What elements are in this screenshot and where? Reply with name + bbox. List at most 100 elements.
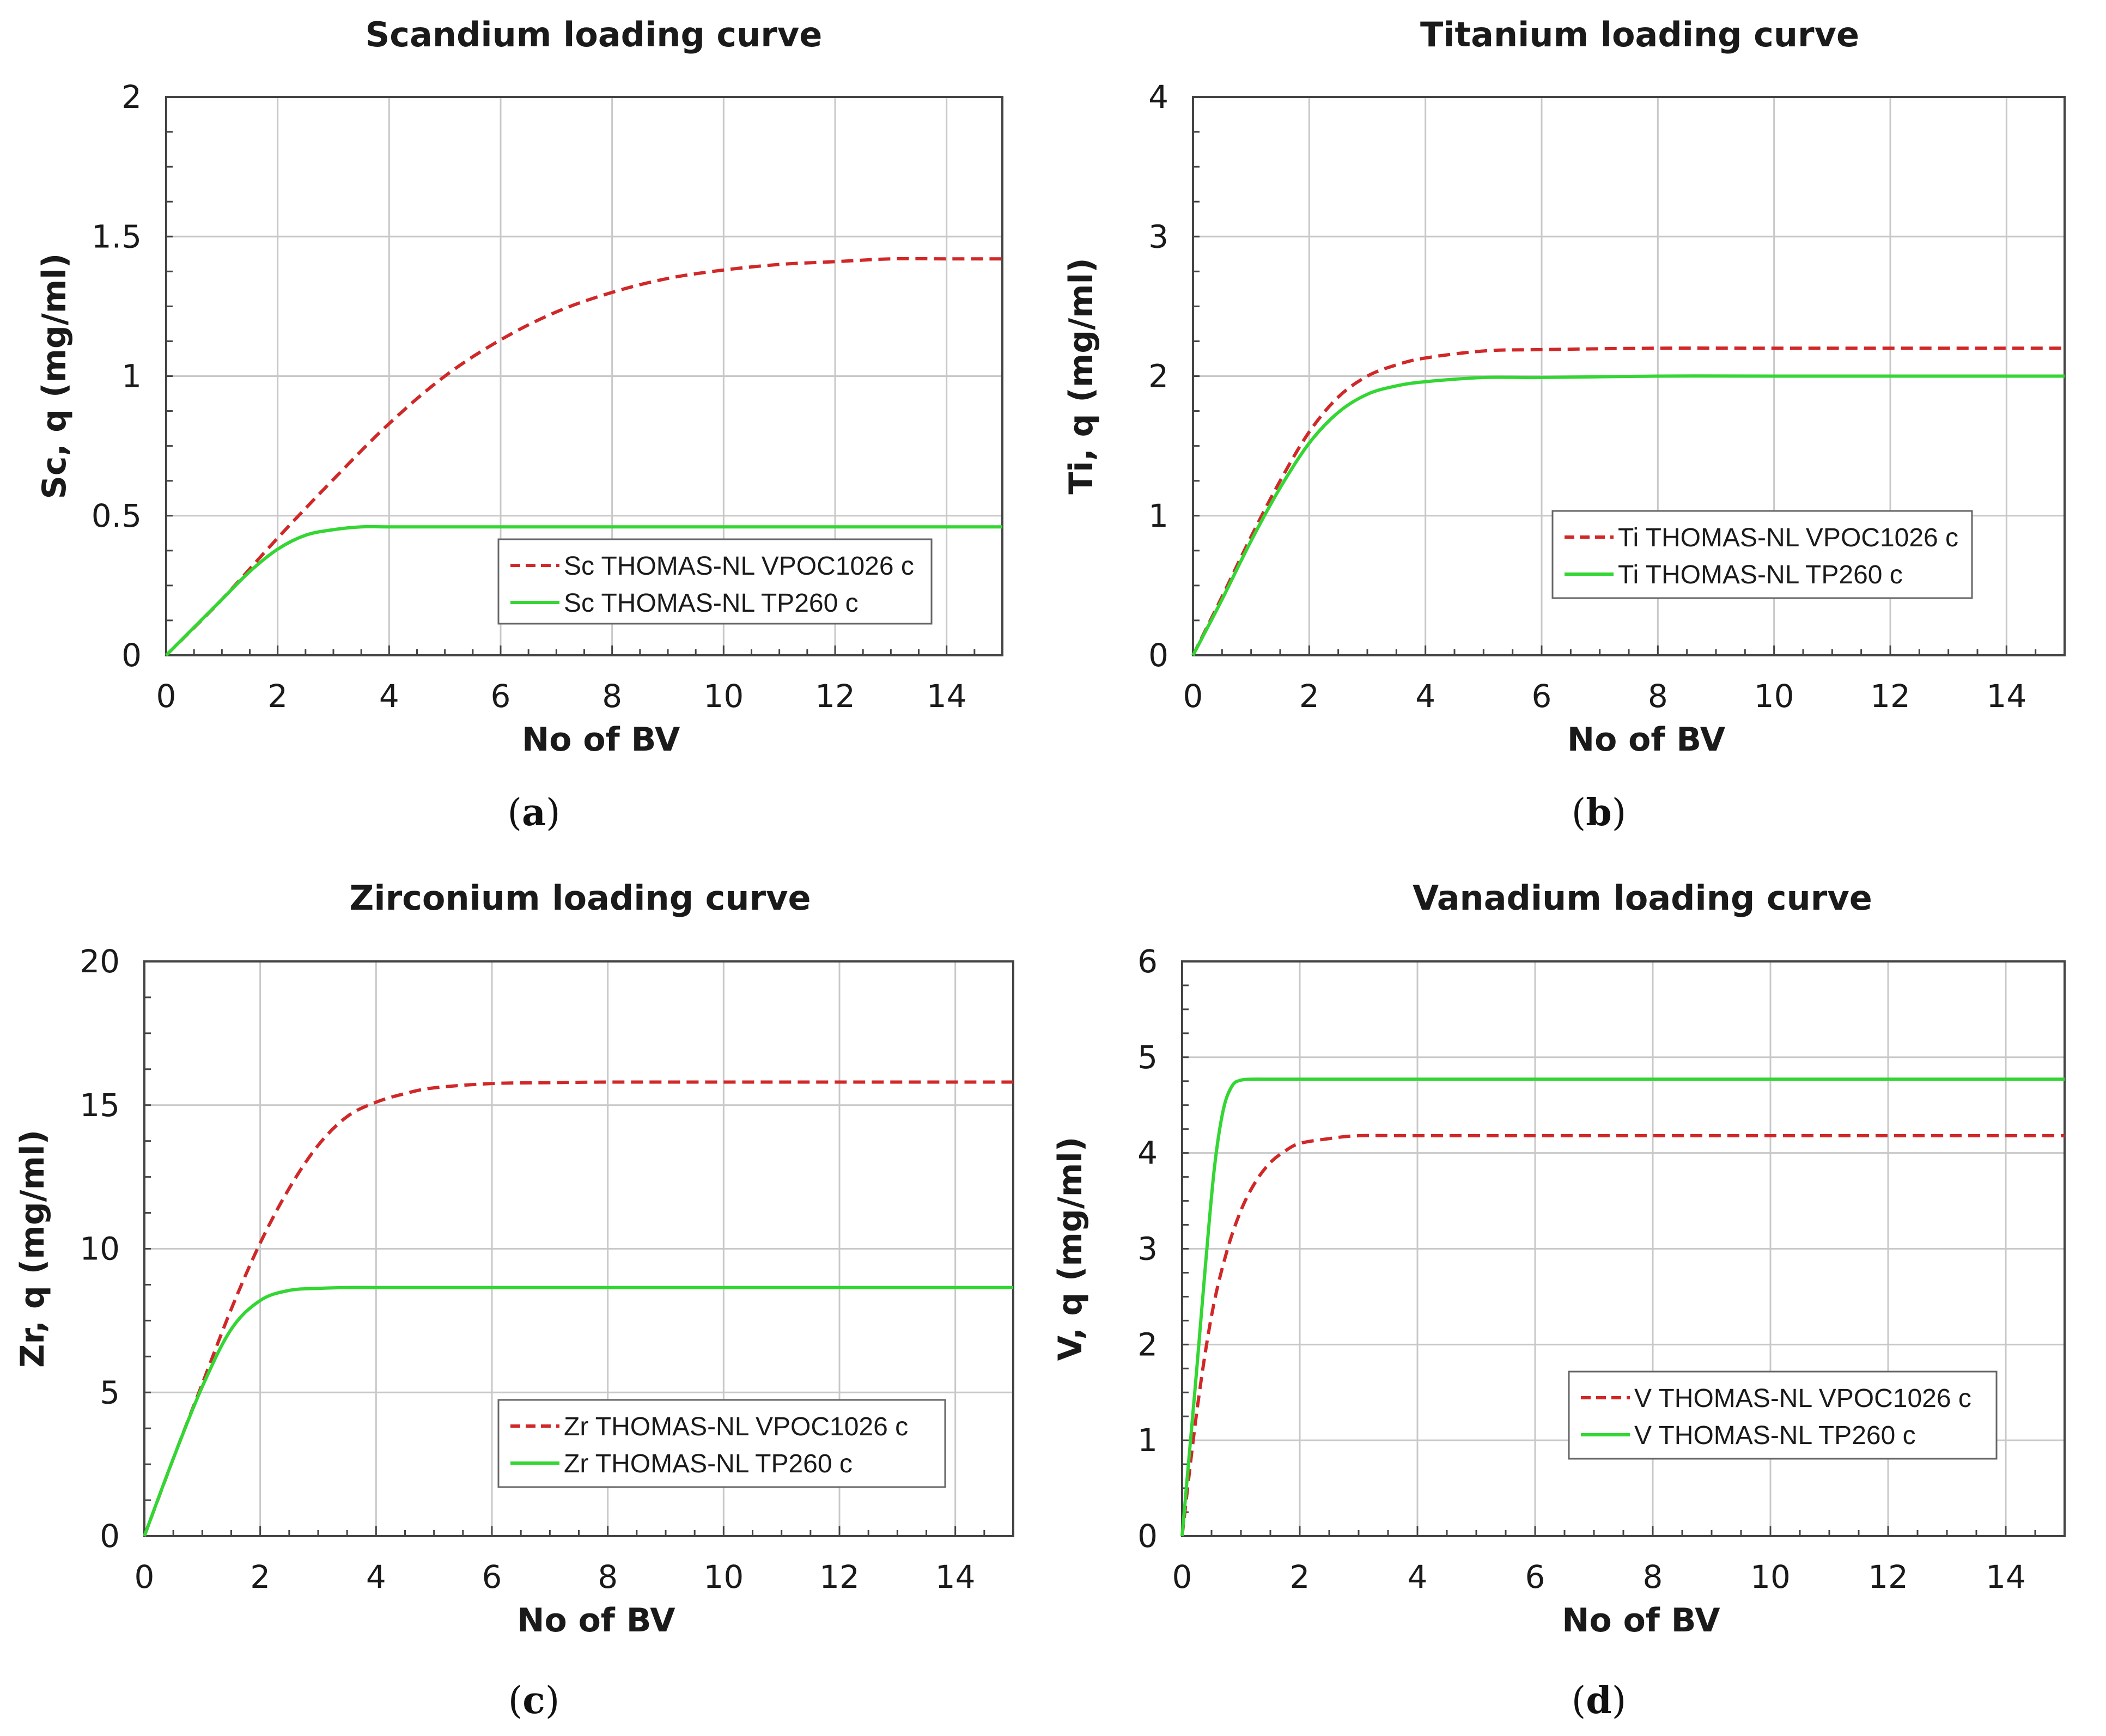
x-tick-label: 14 — [935, 1558, 976, 1595]
x-tick-label: 6 — [1532, 678, 1552, 715]
legend: Zr THOMAS-NL VPOC1026 c Zr THOMAS-NL TP26… — [497, 1399, 946, 1488]
chart-title: Scandium loading curve — [366, 15, 823, 54]
x-axis-label: No of BV — [1562, 1601, 1720, 1640]
caption-paren-open: ( — [1572, 1679, 1586, 1722]
x-axis-label: No of BV — [1567, 721, 1726, 759]
x-tick-label: 2 — [250, 1558, 270, 1595]
caption-paren-close: ) — [1612, 1679, 1627, 1722]
y-tick-label: 1 — [121, 358, 142, 395]
caption-paren-close: ) — [546, 791, 561, 835]
legend: V THOMAS-NL VPOC1026 c V THOMAS-NL TP260 … — [1568, 1370, 1998, 1460]
y-axis-label: Ti, q (mg/ml) — [1062, 258, 1100, 494]
y-axis-label: V, q (mg/ml) — [1051, 1137, 1089, 1361]
chart-title: Zirconium loading curve — [349, 878, 811, 918]
caption-paren-close: ) — [545, 1679, 560, 1722]
x-tick-label: 4 — [1408, 1558, 1428, 1595]
legend: Sc THOMAS-NL VPOC1026 c Sc THOMAS-NL TP26… — [497, 538, 933, 625]
x-tick-label: 14 — [1986, 1558, 2026, 1595]
series-line-vpoc1026 — [143, 1080, 1013, 1537]
series-line-tp260 — [165, 525, 1002, 657]
x-axis-label: No of BV — [522, 721, 680, 759]
chart-title: Vanadium loading curve — [1413, 878, 1872, 918]
x-tick-label: 6 — [482, 1558, 502, 1595]
y-tick-label: 0 — [121, 637, 142, 674]
caption-label: b — [1586, 791, 1612, 835]
caption-label: c — [522, 1679, 545, 1722]
x-tick-label: 12 — [819, 1558, 860, 1595]
caption-paren-open: ( — [507, 791, 522, 835]
y-tick-label: 15 — [80, 1087, 120, 1124]
x-tick-label: 14 — [1986, 678, 2026, 715]
y-tick-label: 0 — [1137, 1518, 1158, 1555]
y-tick-label: 5 — [1137, 1039, 1158, 1076]
legend-entry-label: Sc THOMAS-NL VPOC1026 c — [564, 552, 914, 581]
legend-entry-label: Zr THOMAS-NL VPOC1026 c — [564, 1412, 908, 1441]
caption-paren-close: ) — [1612, 791, 1627, 835]
y-tick-label: 1 — [1137, 1422, 1158, 1459]
y-tick-label: 3 — [1137, 1231, 1158, 1268]
y-tick-label: 0.5 — [92, 497, 142, 534]
y-tick-label: 1.5 — [92, 218, 142, 255]
x-tick-label: 0 — [135, 1558, 155, 1595]
x-tick-label: 12 — [1868, 1558, 1908, 1595]
y-tick-label: 2 — [1137, 1326, 1158, 1363]
caption-paren-open: ( — [1572, 791, 1586, 835]
x-tick-label: 14 — [927, 678, 967, 715]
legend: Ti THOMAS-NL VPOC1026 c Ti THOMAS-NL TP26… — [1551, 510, 1973, 599]
x-tick-label: 2 — [1290, 1558, 1310, 1595]
panel-caption: (c) — [508, 1679, 559, 1722]
series-line-tp260 — [143, 1286, 1013, 1537]
x-tick-label: 4 — [1415, 678, 1435, 715]
y-tick-label: 10 — [80, 1231, 120, 1268]
x-tick-label: 4 — [366, 1558, 386, 1595]
x-tick-label: 10 — [703, 1558, 744, 1595]
y-tick-label: 6 — [1137, 943, 1158, 980]
x-axis-label: No of BV — [517, 1601, 675, 1640]
panel-caption: (d) — [1572, 1679, 1627, 1722]
y-tick-label: 0 — [100, 1518, 120, 1555]
series-line-tp260 — [1180, 1077, 2065, 1537]
x-tick-label: 10 — [1750, 1558, 1791, 1595]
x-tick-label: 12 — [1870, 678, 1910, 715]
series-line-vpoc1026 — [165, 257, 1002, 657]
y-axis-label: Sc, q (mg/ml) — [35, 253, 74, 500]
x-tick-label: 6 — [1525, 1558, 1545, 1595]
legend-entry-label: V THOMAS-NL TP260 c — [1634, 1421, 1916, 1450]
x-tick-label: 10 — [703, 678, 744, 715]
y-tick-label: 5 — [100, 1374, 120, 1411]
legend-box — [497, 1399, 946, 1488]
series-line-vpoc1026 — [1180, 1134, 2065, 1537]
y-tick-label: 20 — [80, 943, 120, 980]
panel-caption: (b) — [1572, 791, 1627, 835]
x-tick-label: 6 — [491, 678, 511, 715]
x-tick-label: 8 — [602, 678, 622, 715]
legend-entry-label: Ti THOMAS-NL TP260 c — [1618, 561, 1903, 589]
x-tick-label: 0 — [156, 678, 176, 715]
y-tick-label: 0 — [1148, 637, 1168, 674]
x-tick-label: 10 — [1754, 678, 1794, 715]
y-tick-label: 2 — [121, 78, 142, 115]
y-tick-label: 4 — [1148, 78, 1168, 115]
x-tick-label: 8 — [1643, 1558, 1663, 1595]
caption-label: d — [1586, 1679, 1612, 1722]
x-tick-label: 8 — [1648, 678, 1668, 715]
caption-paren-open: ( — [508, 1679, 523, 1722]
y-tick-label: 4 — [1137, 1135, 1158, 1172]
caption-label: a — [522, 791, 546, 835]
legend-entry-label: Sc THOMAS-NL TP260 c — [564, 589, 859, 618]
chart-title: Titanium loading curve — [1420, 15, 1859, 54]
legend-entry-label: Zr THOMAS-NL TP260 c — [564, 1449, 853, 1478]
legend-box — [497, 538, 933, 625]
series-line-tp260 — [1191, 374, 2065, 656]
chart-panel-3: Zirconium loading curve 0 2 4 6 8 10 12 14 0 5 10 15… — [14, 878, 1014, 1722]
y-axis-label: Zr, q (mg/ml) — [14, 1130, 52, 1368]
y-tick-label: 2 — [1148, 358, 1168, 395]
x-tick-label: 2 — [267, 678, 288, 715]
x-tick-label: 8 — [598, 1558, 618, 1595]
y-tick-label: 3 — [1148, 218, 1168, 255]
legend-entry-label: Ti THOMAS-NL VPOC1026 c — [1618, 523, 1958, 552]
x-tick-label: 2 — [1299, 678, 1319, 715]
x-tick-label: 0 — [1183, 678, 1203, 715]
